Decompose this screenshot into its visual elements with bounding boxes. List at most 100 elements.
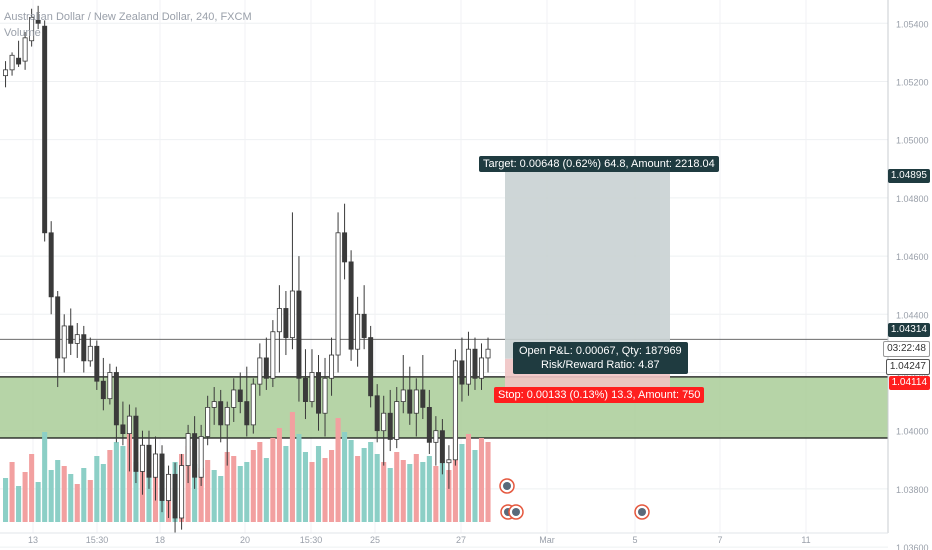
candle [166,473,172,501]
time-tick-label: Mar [539,535,555,545]
candle [355,313,361,350]
candle [16,57,22,65]
volume-bar [472,450,478,522]
price-tick-label: 1.04000 [896,427,929,437]
volume-bar [439,460,445,522]
volume-bar [146,470,152,522]
event-markers[interactable] [499,478,650,520]
price-tick-label: 1.04800 [896,194,929,204]
candle [211,401,217,408]
event-marker-dot [503,482,511,490]
target-label[interactable]: Target: 0.00648 (0.62%) 64.8, Amount: 22… [479,156,719,172]
candle [439,430,445,464]
volume-bar [244,462,250,522]
volume-label: Volume [4,27,41,39]
candle [374,395,380,432]
volume-bar [270,438,276,522]
event-marker-dot [638,508,646,516]
volume-bar [198,468,204,522]
volume-bar [478,438,485,522]
candle [244,401,250,426]
candle [479,357,484,379]
candle [192,433,198,478]
volume-bar [133,462,139,522]
volume-bar [368,442,374,522]
volume-bar [257,442,263,522]
candle [309,372,315,402]
candle [159,453,165,501]
candle [413,389,419,414]
price-tick-label: 1.03800 [896,485,929,495]
price-axis[interactable]: 1.05400 1.05200 1.05000 1.04800 1.04600 1.044… [887,0,932,550]
price-tick-label: 1.04400 [896,310,929,320]
volume-bar [29,454,35,522]
current-price-tag: 1.04314 [887,323,930,337]
volume-bar [120,446,126,522]
volume-bar [16,486,22,522]
entry-price-tag: 1.04247 [885,359,930,375]
candle [94,345,100,382]
position-info-box[interactable]: Open P&L: 0.00067, Qty: 187969 Risk/Rewa… [513,342,688,374]
candle [276,308,282,333]
candle [250,383,256,426]
volume-bar [446,470,452,522]
time-tick-label: 15:30 [300,535,323,545]
candle [198,436,204,478]
candle [335,232,341,356]
candle [407,389,413,414]
volume-bar [276,428,282,522]
candle [446,459,452,464]
price-tick-label: 1.04600 [896,252,929,262]
volume-bar [296,434,302,522]
countdown-tag: 03:22:48 [883,341,930,357]
volume-bar [413,454,419,522]
volume-bar [302,452,309,522]
candle [87,345,93,362]
volume-bar [113,442,119,522]
candle [426,407,432,443]
volume-bar [452,426,458,522]
candle [61,325,67,359]
volume-bar [87,480,93,522]
candle [205,407,211,437]
volume-bar [322,458,328,522]
volume-bar [348,440,354,522]
stop-label[interactable]: Stop: 0.00133 (0.13%) 13.3, Amount: 750 [494,387,705,403]
candle [342,232,348,263]
volume-bar [192,464,198,522]
candle [452,360,458,461]
volume-bar [237,466,243,522]
volume-bar [205,460,211,522]
volume-bar [185,446,191,522]
open-pnl-text: Open P&L: 0.00067, Qty: 187969 [519,345,682,357]
price-tick-label: 1.05200 [896,77,929,87]
candle [348,261,354,350]
risk-reward-text: Risk/Reward Ratio: 4.87 [541,359,660,371]
volume-bar [74,484,80,522]
time-axis[interactable]: 13 15:30 18 20 15:30 25 27 Mar 5 7 11 [0,532,888,545]
candle [465,348,471,385]
volume-bar [407,464,413,522]
volume-bar [361,448,367,522]
candle [283,308,289,338]
candle [3,69,9,77]
candle [113,372,119,426]
time-tick-label: 25 [370,535,380,545]
candle [472,348,478,379]
volume-bar [35,482,41,522]
volume-bar [283,446,289,522]
candle [361,313,367,338]
volume-bar [400,460,406,522]
volume-bar [381,462,387,522]
candle [218,401,224,426]
volume-bar [42,432,48,522]
support-zone-rect [0,376,888,438]
time-tick-label: 11 [801,535,810,545]
volume-bar [433,466,439,522]
time-tick-label: 13 [28,535,38,545]
candle [237,389,243,402]
volume-bar [61,466,67,522]
volume-bars [3,412,491,522]
candle [322,377,328,414]
